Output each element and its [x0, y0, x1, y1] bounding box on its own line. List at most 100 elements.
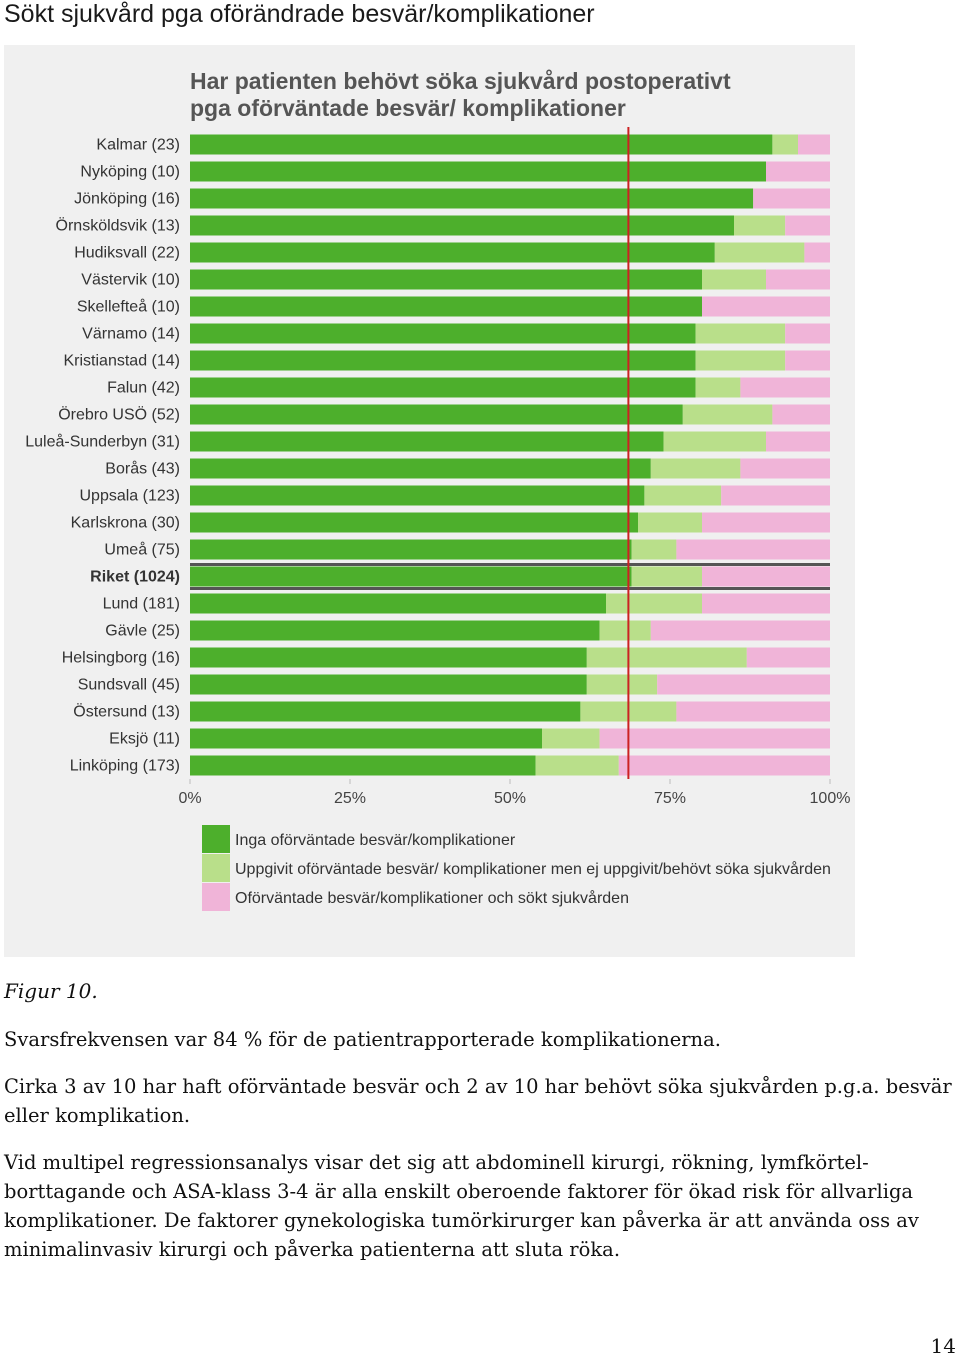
bar-segment-3-row-5	[804, 242, 830, 263]
bar-segment-3-row-24	[618, 755, 830, 776]
category-label: Östersund (13)	[73, 703, 180, 721]
category-label: Örebro USÖ (52)	[58, 406, 180, 424]
bar-segment-3-row-8	[785, 323, 830, 344]
x-tick-label: 0%	[178, 790, 201, 807]
category-label: Linköping (173)	[70, 758, 180, 775]
bar-segment-1-row-20	[190, 647, 587, 668]
bar-segment-2-row-17	[631, 566, 702, 587]
category-label: Kristianstad (14)	[64, 353, 181, 370]
bar-segment-3-row-19	[650, 620, 830, 641]
paragraph-complications-share: Cirka 3 av 10 har haft oförväntade besvä…	[4, 1075, 952, 1127]
stacked-bar-chart: Har patienten behövt söka sjukvård posto…	[4, 45, 855, 957]
bar-segment-1-row-14	[190, 485, 645, 506]
bar-segment-2-row-15	[638, 512, 702, 533]
x-tick-label: 50%	[494, 790, 526, 807]
bar-segment-1-row-17	[190, 566, 632, 587]
x-tick-label: 75%	[654, 790, 686, 807]
bar-segment-1-row-13	[190, 458, 651, 479]
bar-segment-3-row-9	[785, 350, 830, 371]
bar-segment-3-row-6	[766, 269, 830, 290]
bar-segment-3-row-20	[746, 647, 830, 668]
category-label: Luleå-Sunderbyn (31)	[25, 433, 180, 451]
bar-segment-2-row-13	[650, 458, 741, 479]
bar-segment-3-row-23	[599, 728, 830, 749]
bar-segment-2-row-12	[663, 431, 766, 452]
bar-segment-2-row-9	[695, 350, 786, 371]
category-label: Kalmar (23)	[96, 137, 180, 154]
x-tick-label: 25%	[334, 790, 366, 807]
bar-segment-1-row-6	[190, 269, 702, 290]
bar-segment-3-row-21	[657, 674, 830, 695]
legend-label-3: Oförväntade besvär/komplikationer och sö…	[235, 889, 629, 907]
bar-segment-2-row-19	[599, 620, 651, 641]
bar-segment-2-row-21	[586, 674, 658, 695]
category-label: Hudiksvall (22)	[74, 245, 180, 262]
bar-segment-1-row-3	[190, 188, 754, 209]
page-number: 14	[930, 1334, 956, 1358]
bar-segment-1-row-10	[190, 377, 696, 398]
bar-segment-3-row-22	[676, 701, 830, 722]
category-label: Borås (43)	[105, 460, 180, 478]
bar-segment-1-row-24	[190, 755, 536, 776]
legend-label-1: Inga oförväntade besvär/komplikationer	[235, 832, 516, 849]
bar-segment-1-row-4	[190, 215, 734, 236]
bar-segment-2-row-6	[702, 269, 766, 290]
legend-swatch-2	[202, 854, 230, 882]
bars-group	[190, 127, 830, 779]
bar-segment-1-row-21	[190, 674, 587, 695]
bar-segment-2-row-18	[606, 593, 702, 614]
category-label: Skellefteå (10)	[77, 298, 180, 316]
category-label: Karlskrona (30)	[71, 515, 180, 532]
bar-segment-2-row-10	[695, 377, 741, 398]
bar-segment-3-row-15	[702, 512, 830, 533]
paragraph-response-rate: Svarsfrekvensen var 84 % för de patientr…	[4, 1028, 721, 1051]
bar-segment-3-row-16	[676, 539, 830, 560]
bar-segment-2-row-11	[682, 404, 773, 425]
bar-segment-2-row-20	[586, 647, 747, 668]
chart-svg: Har patienten behövt söka sjukvård posto…	[25, 68, 850, 911]
x-tick-label: 100%	[810, 790, 851, 807]
bar-segment-2-row-5	[714, 242, 805, 263]
legend-swatch-3	[202, 883, 230, 911]
x-axis-ticks-group: 0% 25% 50% 75% 100%	[178, 779, 850, 807]
bar-segment-1-row-2	[190, 161, 766, 182]
bar-segment-3-row-3	[753, 188, 830, 209]
category-label: Eksjö (11)	[109, 731, 180, 748]
category-label: Västervik (10)	[81, 272, 180, 289]
figure-caption: Figur 10.	[4, 979, 98, 1003]
page-heading: Sökt sjukvård pga oförändrade besvär/kom…	[4, 0, 595, 28]
category-labels-group: Kalmar (23) Nyköping (10) Jönköping (16) Ör…	[25, 137, 180, 775]
category-label: Riket (1024)	[90, 569, 180, 586]
bar-segment-3-row-10	[740, 377, 830, 398]
bar-segment-3-row-18	[702, 593, 830, 614]
category-label: Falun (42)	[107, 380, 180, 397]
legend-swatch-1	[202, 825, 230, 853]
chart-title-line-1: Har patienten behövt söka sjukvård posto…	[190, 68, 731, 94]
bar-segment-1-row-16	[190, 539, 632, 560]
bar-segment-2-row-4	[734, 215, 786, 236]
bar-segment-1-row-7	[190, 296, 702, 317]
bar-segment-3-row-12	[766, 431, 830, 452]
bar-segment-1-row-15	[190, 512, 638, 533]
category-label: Gävle (25)	[105, 623, 180, 640]
category-label: Lund (181)	[103, 596, 180, 613]
bar-segment-3-row-14	[721, 485, 830, 506]
category-label: Sundsvall (45)	[78, 677, 180, 694]
category-label: Uppsala (123)	[80, 488, 181, 505]
bar-segment-1-row-9	[190, 350, 696, 371]
bar-segment-1-row-5	[190, 242, 715, 263]
category-label: Jönköping (16)	[74, 191, 180, 208]
bar-segment-2-row-24	[535, 755, 619, 776]
bar-segment-1-row-18	[190, 593, 606, 614]
paragraph-regression-analysis: Vid multipel regressionsanalys visar det…	[4, 1151, 919, 1261]
category-label: Nyköping (10)	[80, 164, 180, 181]
bar-segment-1-row-22	[190, 701, 581, 722]
bar-segment-1-row-11	[190, 404, 683, 425]
bar-segment-3-row-11	[772, 404, 830, 425]
bar-segment-2-row-16	[631, 539, 677, 560]
bar-segment-1-row-1	[190, 134, 773, 155]
bar-segment-3-row-1	[798, 134, 830, 155]
category-label: Helsingborg (16)	[62, 650, 180, 667]
bar-segment-1-row-19	[190, 620, 600, 641]
bar-segment-3-row-4	[785, 215, 830, 236]
